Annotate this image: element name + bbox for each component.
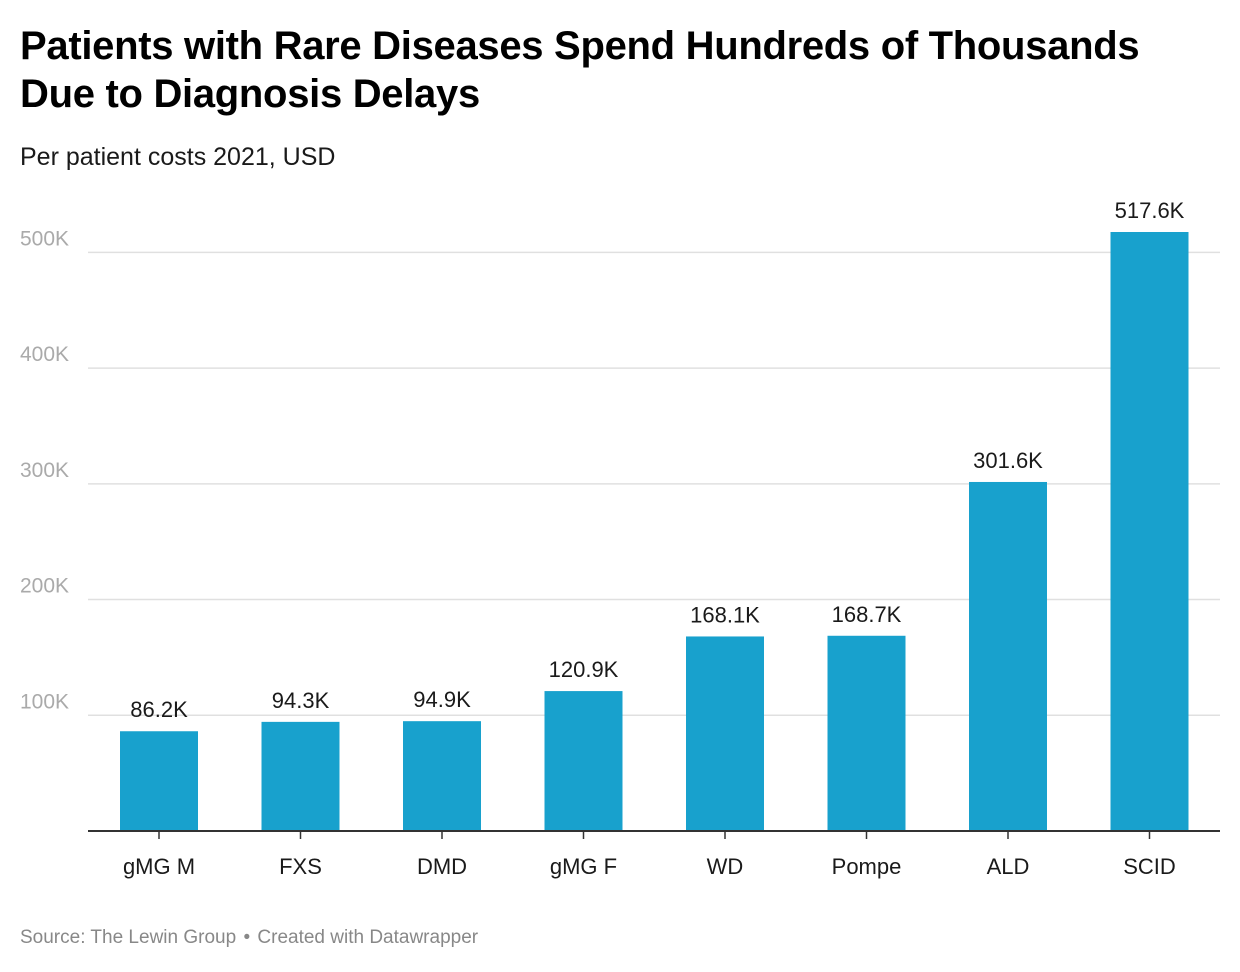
chart-subtitle: Per patient costs 2021, USD [20,143,336,171]
footer-separator: • [243,927,251,948]
bar-value-label: 86.2K [130,697,188,722]
y-tick-label: 400K [20,343,69,366]
bar-value-label: 120.9K [549,657,619,682]
x-tick-label: FXS [279,854,322,879]
y-tick-label: 200K [20,575,69,598]
bar-value-label: 517.6K [1115,198,1185,223]
bar [544,691,623,831]
x-tick-label: SCID [1123,854,1176,879]
bar-value-label: 94.9K [413,687,471,712]
bar [827,635,906,831]
footer: Source: The Lewin Group • Created with D… [20,926,478,950]
y-tick-label: 300K [20,459,69,482]
y-tick-label: 500K [20,227,69,250]
bar [120,731,198,831]
bar [261,721,340,831]
x-tick-label: gMG M [123,854,195,879]
bar [969,481,1047,831]
x-tick-label: DMD [417,854,467,879]
x-tick-label: Pompe [832,854,902,879]
bar-value-label: 301.6K [973,448,1043,473]
bar-value-label: 94.3K [272,688,330,713]
bar [686,636,764,831]
bar [1110,232,1189,831]
source-text: Source: The Lewin Group [20,927,237,948]
chart-title: Patients with Rare Diseases Spend Hundre… [20,24,1140,116]
bar-value-label: 168.7K [832,602,902,627]
credit-text: Created with Datawrapper [257,927,479,948]
x-tick-label: WD [707,854,744,879]
x-tick-label: gMG F [550,854,617,879]
bar-value-label: 168.1K [690,602,760,627]
y-tick-label: 100K [20,690,69,713]
bar [403,721,481,831]
bars: 86.2K 94.3K 94.9K 120.9K 168.1K 168.7K 301.6K 5… [120,198,1189,831]
x-axis: gMG M FXS DMD gMG F WD Pompe ALD SCID [88,830,1220,879]
x-tick-label: ALD [987,854,1030,879]
